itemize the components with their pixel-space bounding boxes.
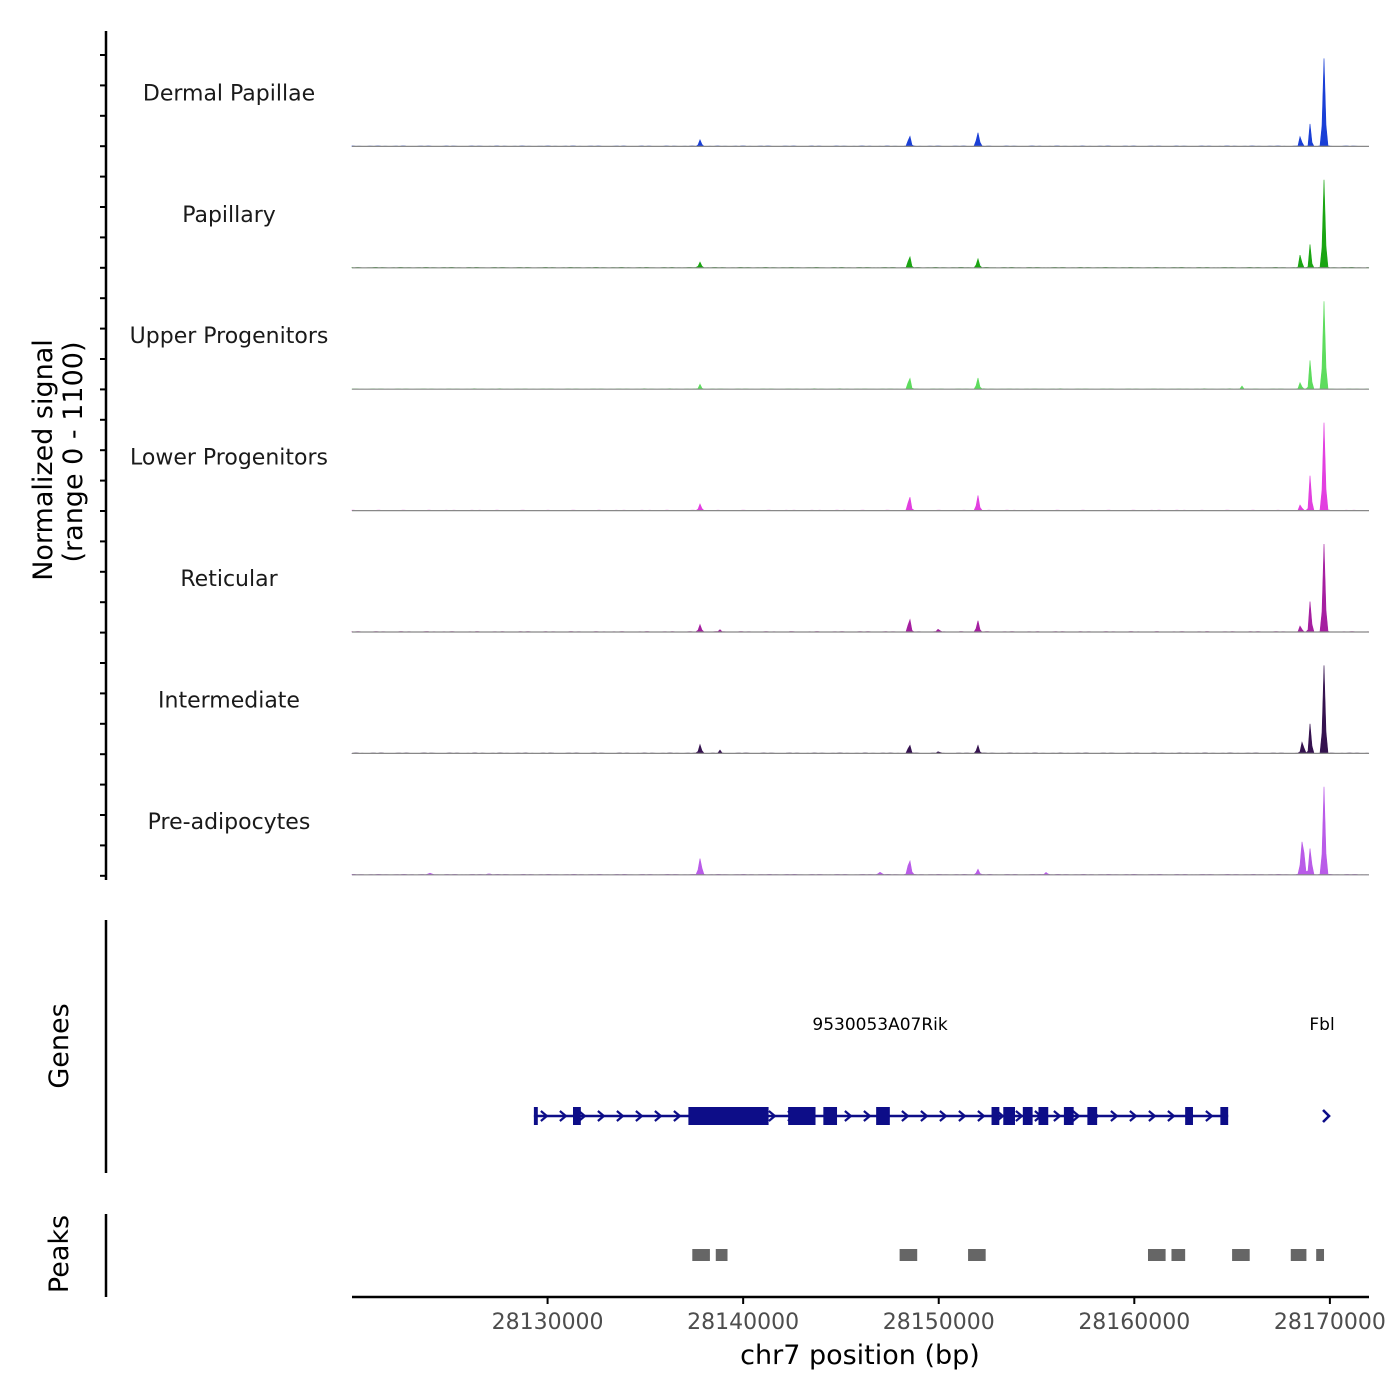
gene-strand-chevron bbox=[1205, 1110, 1214, 1122]
gene-9530053a07rik: 9530053A07Rik bbox=[533, 1015, 1229, 1125]
track-label: Intermediate bbox=[158, 688, 300, 713]
peak-region bbox=[1316, 1249, 1325, 1261]
gene-strand-chevron bbox=[939, 1110, 948, 1122]
track-reticular: Reticular bbox=[180, 543, 1370, 633]
peak-region bbox=[1147, 1249, 1166, 1261]
genes-panel-label: Genes bbox=[44, 1003, 75, 1088]
track-label: Dermal Papillae bbox=[143, 81, 315, 106]
gene-strand-chevron bbox=[977, 1110, 986, 1122]
gene-strand-chevron bbox=[1167, 1110, 1176, 1122]
gene-strand-chevron bbox=[1322, 1109, 1331, 1123]
gene-label: Fbl bbox=[1309, 1015, 1334, 1035]
y-axis-label-line1: Normalized signal bbox=[28, 339, 59, 581]
track-dermal-papillae: Dermal Papillae bbox=[143, 58, 1370, 147]
track-upper-progenitors: Upper Progenitors bbox=[130, 301, 1370, 390]
gene-exon bbox=[823, 1107, 838, 1125]
gene-exon bbox=[1063, 1107, 1074, 1125]
gene-exon bbox=[533, 1107, 538, 1125]
track-signal-area bbox=[351, 301, 1370, 390]
track-label: Papillary bbox=[182, 203, 276, 228]
peak-region bbox=[1290, 1249, 1307, 1261]
peak-region bbox=[899, 1249, 918, 1261]
y-axis-label-line2: (range 0 - 1100) bbox=[58, 342, 89, 563]
gene-strand-chevron bbox=[768, 1110, 777, 1122]
track-signal-area bbox=[351, 543, 1370, 633]
x-axis-tick-label: 28150000 bbox=[883, 1310, 995, 1335]
peak-region bbox=[715, 1249, 728, 1261]
track-lower-progenitors: Lower Progenitors bbox=[130, 422, 1370, 512]
peak-region bbox=[968, 1249, 986, 1261]
gene-strand-chevron bbox=[958, 1110, 967, 1122]
gene-strand-chevron bbox=[901, 1110, 910, 1122]
peaks-panel bbox=[104, 1214, 1325, 1297]
gene-exon bbox=[573, 1107, 581, 1125]
gene-strand-chevron bbox=[616, 1110, 625, 1122]
peak-region bbox=[1171, 1249, 1186, 1261]
gene-exon bbox=[1220, 1107, 1229, 1125]
track-signal-area bbox=[351, 58, 1370, 147]
gene-strand-chevron bbox=[578, 1110, 587, 1122]
gene-label: 9530053A07Rik bbox=[812, 1015, 948, 1035]
track-signal-area bbox=[351, 179, 1370, 269]
gene-strand-chevron bbox=[1110, 1110, 1119, 1122]
track-papillary: Papillary bbox=[182, 179, 1370, 269]
track-signal-area bbox=[351, 665, 1370, 754]
track-pre-adipocytes: Pre-adipocytes bbox=[148, 786, 1370, 876]
x-axis-tick-label: 28140000 bbox=[687, 1310, 799, 1335]
x-axis: 28130000 28140000 28150000 28160000 28170000 bbox=[352, 1295, 1386, 1335]
gene-strand-chevron bbox=[654, 1110, 663, 1122]
x-axis-tick-label: 28130000 bbox=[492, 1310, 604, 1335]
track-signal-area bbox=[351, 422, 1370, 511]
track-intermediate: Intermediate bbox=[158, 665, 1370, 755]
gene-exon bbox=[1185, 1107, 1193, 1125]
gene-strand-chevron bbox=[540, 1110, 549, 1122]
gene-exon bbox=[991, 1107, 1000, 1125]
signal-y-axis bbox=[100, 31, 108, 880]
x-axis-label: chr7 position (bp) bbox=[740, 1340, 980, 1371]
gene-exon bbox=[1003, 1107, 1016, 1125]
gene-fbl: Fbl bbox=[1309, 1015, 1335, 1123]
track-signal-area bbox=[351, 786, 1370, 876]
gene-strand-chevron bbox=[1072, 1110, 1081, 1122]
x-axis-tick-label: 28170000 bbox=[1274, 1310, 1386, 1335]
track-label: Reticular bbox=[180, 567, 278, 592]
gene-strand-chevron bbox=[1148, 1110, 1157, 1122]
track-label: Pre-adipocytes bbox=[148, 810, 311, 835]
gene-exon bbox=[688, 1107, 769, 1125]
gene-strand-chevron bbox=[844, 1110, 853, 1122]
gene-strand-chevron bbox=[559, 1110, 568, 1122]
gene-strand-chevron bbox=[673, 1110, 682, 1122]
gene-strand-chevron bbox=[1015, 1110, 1024, 1122]
gene-strand-chevron bbox=[863, 1110, 872, 1122]
gene-exon bbox=[788, 1107, 816, 1125]
gene-strand-chevron bbox=[1129, 1110, 1138, 1122]
x-axis-tick-label: 28160000 bbox=[1078, 1310, 1190, 1335]
gene-strand-chevron bbox=[1053, 1110, 1062, 1122]
gene-exon bbox=[876, 1107, 890, 1125]
signal-tracks: Dermal Papillae Papillary Upper Progenitor… bbox=[130, 58, 1370, 876]
gene-strand-chevron bbox=[920, 1110, 929, 1122]
gene-exon bbox=[1087, 1107, 1098, 1125]
peaks-panel-label: Peaks bbox=[44, 1215, 75, 1293]
gene-exon bbox=[1038, 1107, 1049, 1125]
gene-strand-chevron bbox=[597, 1110, 606, 1122]
gene-strand-chevron bbox=[635, 1110, 644, 1122]
genes-panel: 9530053A07Rik Fbl bbox=[104, 920, 1335, 1173]
peak-region bbox=[1232, 1249, 1250, 1261]
track-label: Upper Progenitors bbox=[130, 324, 329, 349]
track-label: Lower Progenitors bbox=[130, 446, 328, 471]
gene-exon bbox=[1022, 1107, 1033, 1125]
peak-region bbox=[692, 1249, 710, 1261]
